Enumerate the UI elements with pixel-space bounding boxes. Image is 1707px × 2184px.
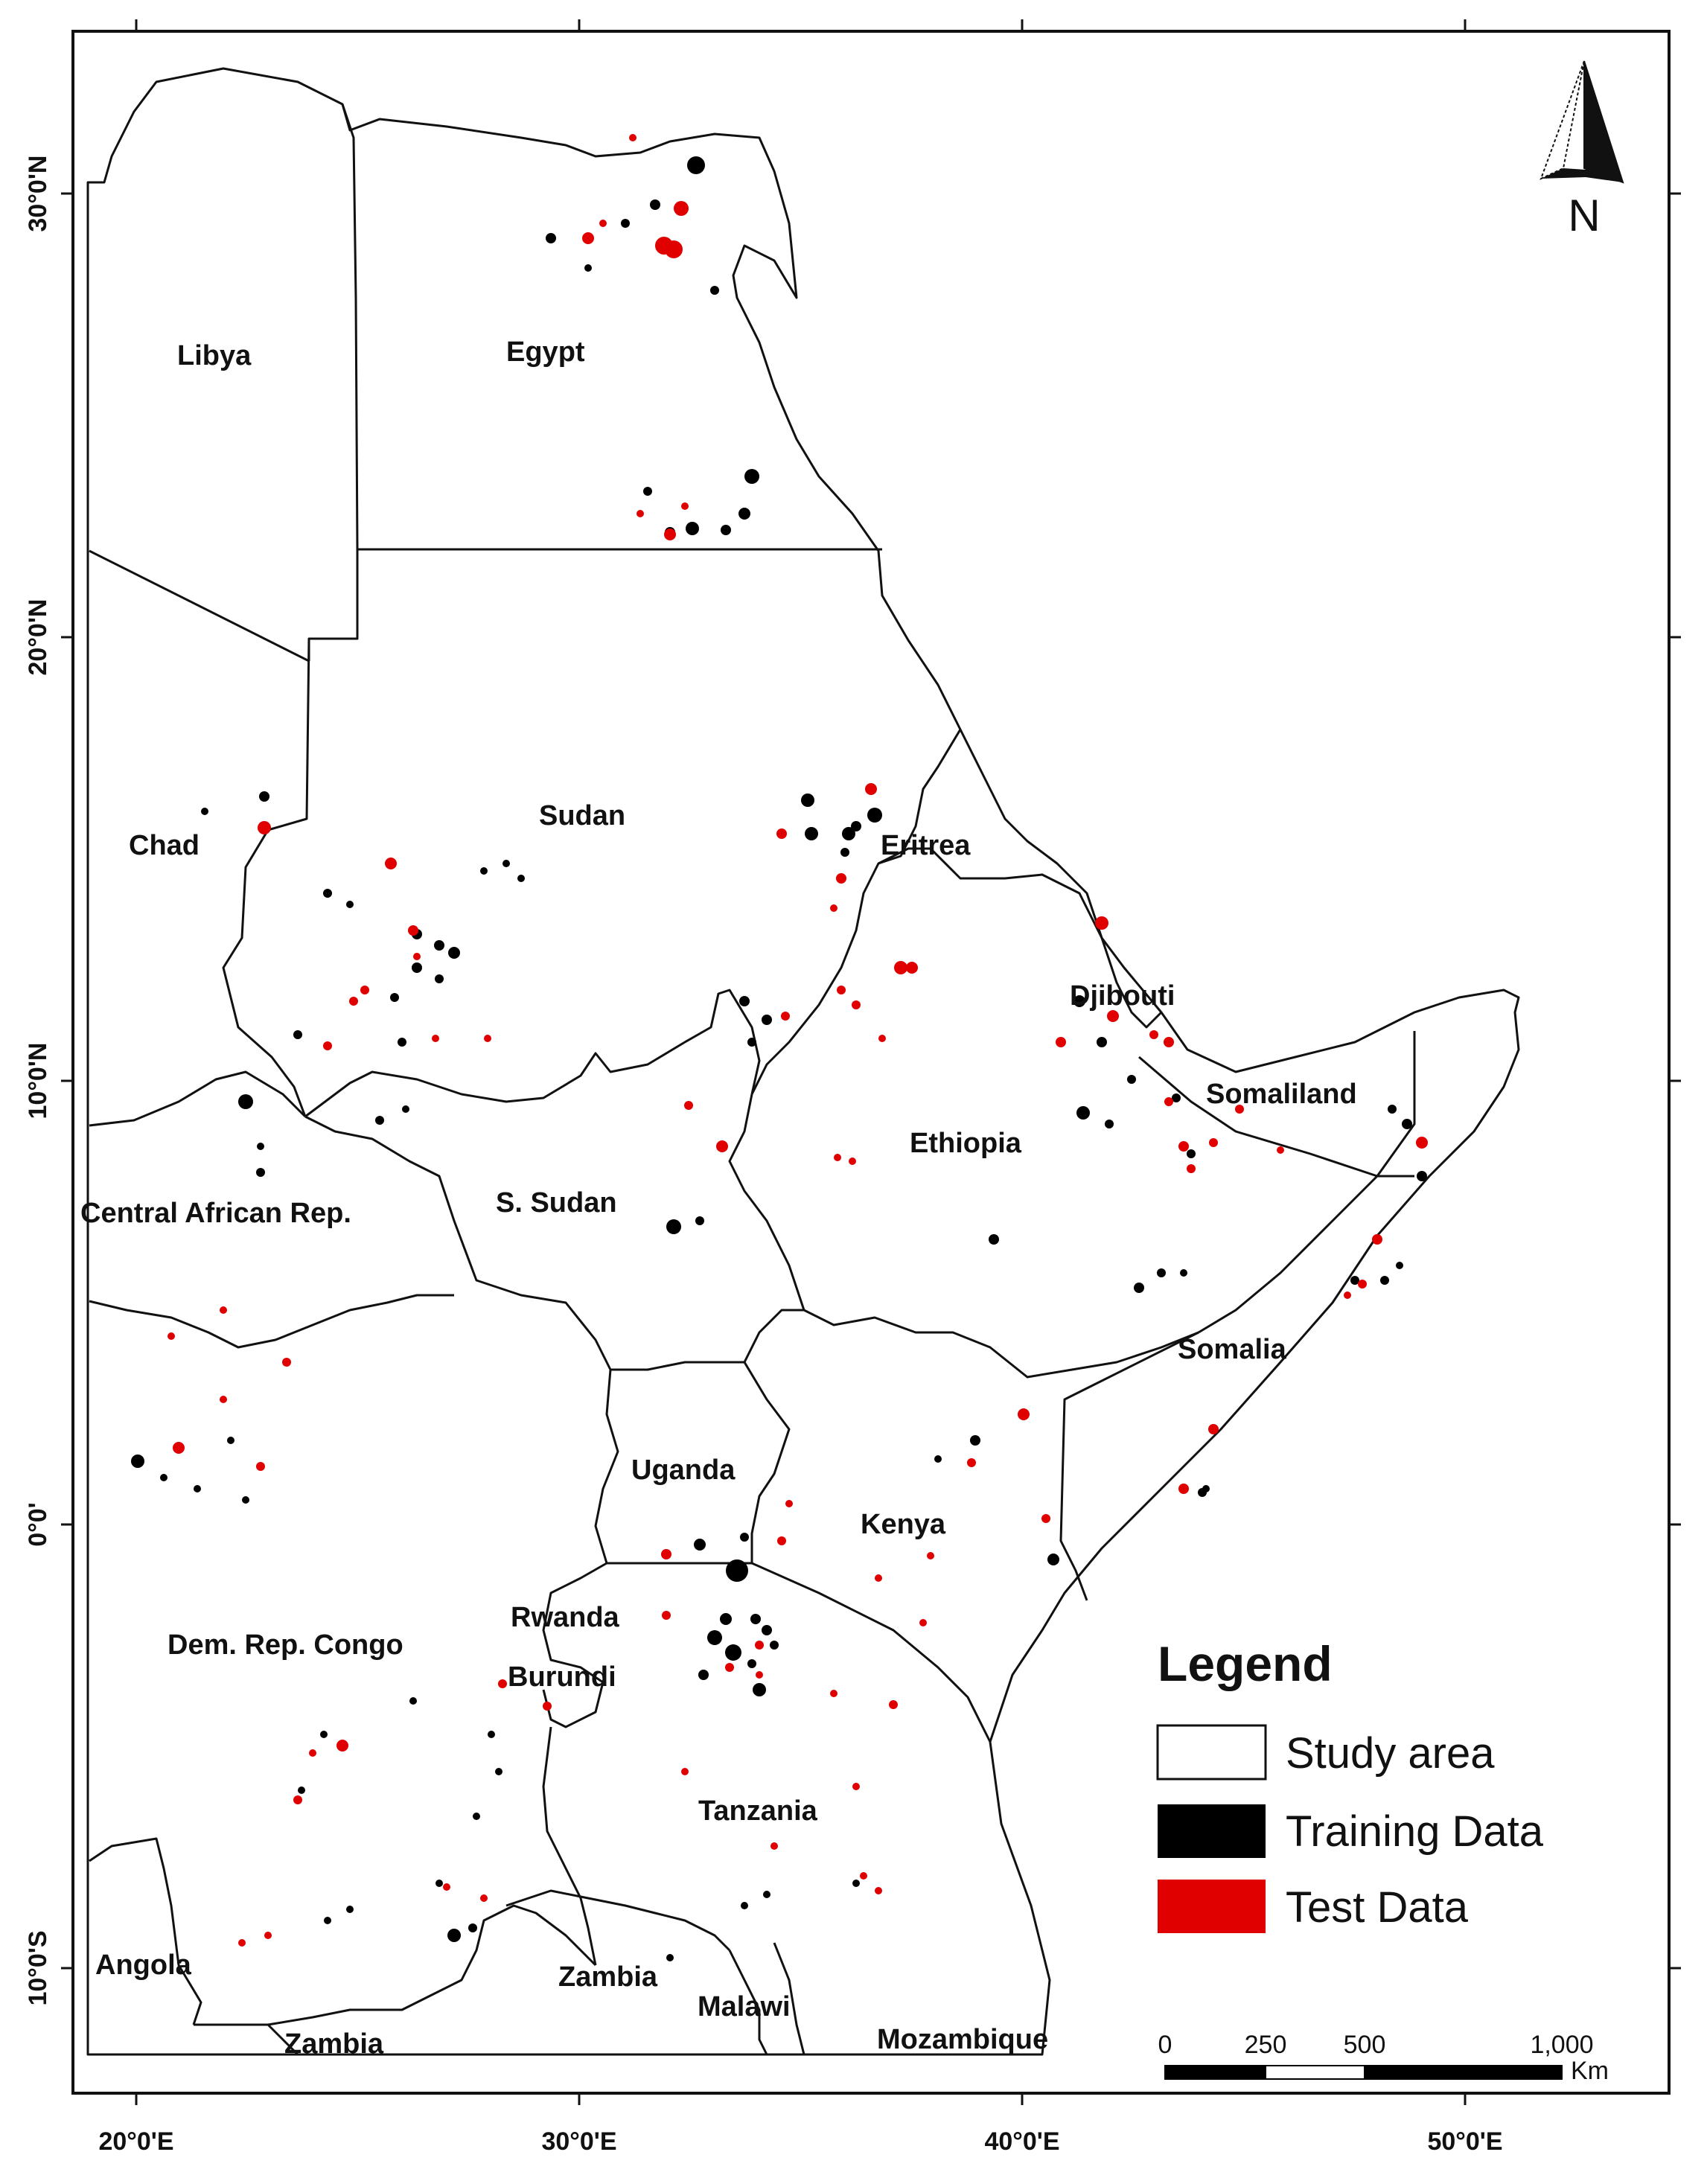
lat-tick-label: 10°0'S [24,1930,52,2005]
study-area-outline [86,67,1520,2056]
label-libya: Libya [177,340,252,371]
lon-tick-label: 30°0'E [541,2127,616,2156]
country-borders [89,103,1416,2056]
border-car-drc [89,1294,454,1349]
border-somaliland-ethiopia [1138,1056,1414,1178]
label-mozambique: Mozambique [877,2024,1048,2055]
label-djibouti: Djibouti [1070,980,1175,1012]
label-ethiopia: Ethiopia [910,1128,1022,1159]
border-malawi-tanzania [773,1942,805,2055]
label-zambia-2: Zambia [284,2028,384,2060]
scale-bar: 0 250 500 1,000 Km [1158,2031,1609,2085]
lat-tick-label: 20°0'N [24,599,52,676]
label-somalia: Somalia [1178,1334,1287,1365]
legend-label-test: Test Data [1286,1883,1469,1932]
lat-tick-label: 10°0'N [24,1043,52,1120]
border-rwanda-burundi [542,1562,607,1728]
border-eritrea-ethiopia [878,847,1103,939]
legend-label-training: Training Data [1286,1807,1544,1856]
label-egypt: Egypt [506,336,585,368]
border-uganda-kenya [743,1361,791,1563]
map-frame [71,30,1671,2095]
legend-label-study-area: Study area [1286,1729,1495,1778]
label-tanzania: Tanzania [698,1795,818,1827]
test-data-points [167,134,1428,1947]
border-djibouti [1100,937,1163,1029]
border-angola-drc [89,1837,202,2025]
scale-segment-1 [1164,2065,1266,2080]
legend-swatch-study-area [1156,1724,1267,1781]
label-car: Central African Rep. [80,1198,351,1229]
border-uganda-drc [594,1369,619,1564]
border-kenya-tanzania [751,1562,992,1743]
frame-ticks [61,19,1681,2105]
border-ethiopia-kenya [743,1309,1199,1379]
scale-tick-label: 250 [1245,2031,1287,2059]
scale-tick-label: 500 [1344,2031,1386,2059]
north-arrow-base [1541,168,1623,182]
label-somaliland: Somaliland [1206,1079,1357,1110]
border-angola-zambia [267,2023,299,2056]
border-ssudan-ethiopia [728,1093,805,1311]
lon-tick-label: 40°0'E [984,2127,1059,2156]
legend-title: Legend [1158,1636,1333,1691]
label-sudan: Sudan [539,800,625,831]
label-uganda: Uganda [631,1455,736,1486]
lat-tick-label: 30°0'N [24,156,52,232]
label-drc: Dem. Rep. Congo [167,1629,403,1661]
border-drc-tanzania [542,1726,597,1966]
lat-tick-label: 0°0' [24,1502,52,1547]
label-ssudan: S. Sudan [496,1187,617,1219]
north-arrow: N [1540,60,1624,240]
scale-unit: Km [1571,2057,1609,2085]
label-angola: Angola [95,1950,192,1981]
label-rwanda: Rwanda [511,1602,620,1633]
border-malawi [728,1950,768,2055]
legend-swatch-training [1158,1804,1266,1858]
label-burundi: Burundi [508,1661,616,1693]
scale-tick-label: 0 [1158,2031,1172,2059]
legend-swatch-test [1158,1880,1266,1933]
border-libya-egypt [341,103,359,550]
north-label: N [1568,191,1600,240]
label-malawi: Malawi [698,1991,791,2022]
border-ethiopia-somalia [1198,1175,1379,1334]
border-sudan-ssudan [304,989,761,1118]
lon-tick-label: 50°0'E [1427,2127,1502,2156]
border-drc-zambia [194,1904,597,2026]
border-kenya-somalia [1059,1331,1199,1601]
border-ssudan-car-drc [304,1115,744,1371]
label-zambia: Zambia [558,1961,658,1993]
training-data-points [131,156,1427,1961]
legend: Legend Study area Training Data Test Dat… [1156,1636,1544,1933]
lon-tick-label: 20°0'E [98,2127,173,2156]
scale-tick-label: 1,000 [1530,2031,1593,2059]
border-somaliland-somalia [1376,1031,1416,1177]
label-kenya: Kenya [861,1509,946,1540]
label-chad: Chad [129,830,200,861]
label-eritrea: Eritrea [881,830,971,861]
border-libya-chad [89,549,310,662]
border-sudan-ethiopia [750,729,962,1095]
border-chad-sudan [222,638,310,1117]
scale-segment-3 [1364,2065,1563,2080]
border-zambia-tanzania [505,1889,731,1952]
border-chad-car [89,1070,307,1127]
scale-segment-2 [1265,2065,1365,2080]
